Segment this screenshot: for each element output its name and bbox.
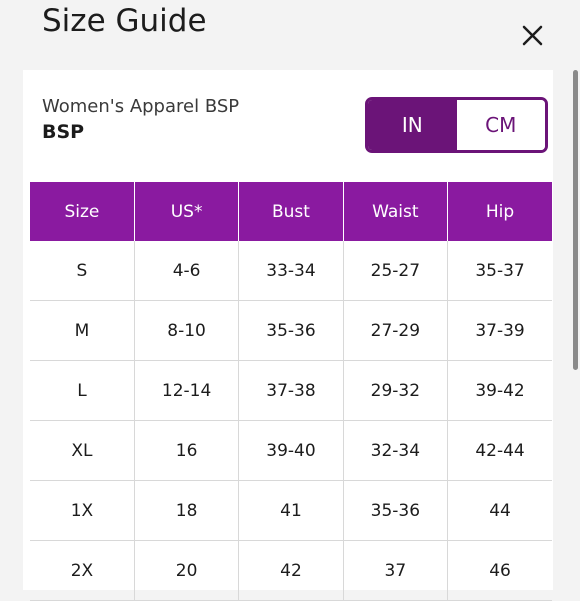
table-cell: 4-6 (134, 241, 240, 301)
table-cell: 42 (238, 540, 344, 601)
table-cell: 8-10 (134, 300, 240, 361)
close-button[interactable] (519, 22, 547, 50)
table-cell: 12-14 (134, 360, 240, 421)
column-header-us: US* (134, 182, 240, 241)
column-header-bust: Bust (238, 182, 344, 241)
table-cell: 1X (30, 480, 135, 541)
scrollbar[interactable] (573, 70, 578, 370)
table-cell: 18 (134, 480, 240, 541)
table-cell: 37-38 (238, 360, 344, 421)
table-cell: L (30, 360, 135, 421)
table-cell: 39-42 (447, 360, 552, 421)
table-cell: XL (30, 420, 135, 481)
table-row: 2X 20 42 37 46 (30, 540, 552, 601)
unit-option-in[interactable]: IN (368, 100, 457, 150)
table-cell: 41 (238, 480, 344, 541)
table-cell: S (30, 241, 135, 301)
column-header-waist: Waist (343, 182, 449, 241)
table-row: 1X 18 41 35-36 44 (30, 480, 552, 541)
table-row: S 4-6 33-34 25-27 35-37 (30, 241, 552, 301)
table-header-row: Size US* Bust Waist Hip (30, 182, 552, 241)
column-header-hip: Hip (447, 182, 552, 241)
unit-option-cm[interactable]: CM (456, 100, 545, 150)
table-cell: 46 (447, 540, 552, 601)
table-cell: 39-40 (238, 420, 344, 481)
size-table: Size US* Bust Waist Hip S 4-6 33-34 25-2… (30, 182, 552, 601)
close-icon (522, 25, 543, 46)
table-cell: 35-36 (238, 300, 344, 361)
table-cell: 37 (343, 540, 449, 601)
table-cell: 25-27 (343, 241, 449, 301)
modal-header: Size Guide (0, 0, 580, 70)
table-cell: 20 (134, 540, 240, 601)
table-cell: 32-34 (343, 420, 449, 481)
size-guide-panel: Women's Apparel BSP BSP IN CM Size US* B… (23, 70, 578, 601)
table-cell: 33-34 (238, 241, 344, 301)
table-cell: 42-44 (447, 420, 552, 481)
table-cell: 16 (134, 420, 240, 481)
table-cell: 27-29 (343, 300, 449, 361)
table-cell: 35-37 (447, 241, 552, 301)
table-row: L 12-14 37-38 29-32 39-42 (30, 360, 552, 421)
table-row: M 8-10 35-36 27-29 37-39 (30, 300, 552, 361)
table-row: XL 16 39-40 32-34 42-44 (30, 420, 552, 481)
page-title: Size Guide (42, 3, 207, 39)
table-cell: 2X (30, 540, 135, 601)
table-cell: 29-32 (343, 360, 449, 421)
column-header-size: Size (30, 182, 135, 241)
table-cell: 44 (447, 480, 552, 541)
product-line: Women's Apparel BSP (42, 96, 240, 117)
table-cell: 37-39 (447, 300, 552, 361)
product-code: BSP (42, 121, 85, 143)
table-cell: M (30, 300, 135, 361)
unit-toggle[interactable]: IN CM (365, 97, 548, 153)
table-cell: 35-36 (343, 480, 449, 541)
